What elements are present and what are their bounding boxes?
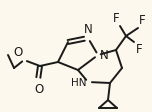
Text: HN: HN	[71, 78, 86, 88]
Text: F: F	[139, 14, 146, 27]
Text: F: F	[136, 43, 143, 56]
Text: O: O	[14, 46, 23, 59]
Text: F: F	[112, 12, 119, 25]
Text: N: N	[100, 48, 109, 61]
Text: N: N	[84, 23, 92, 36]
Text: O: O	[34, 83, 44, 96]
